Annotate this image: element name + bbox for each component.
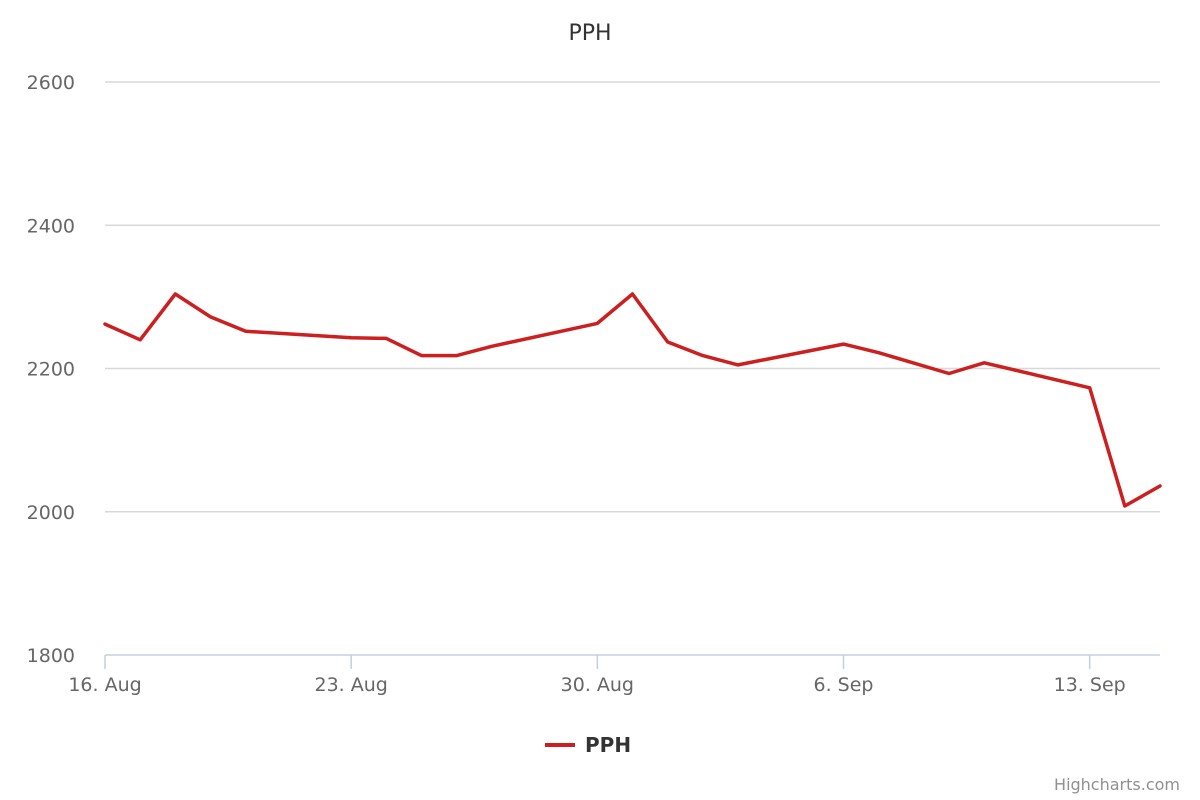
x-axis: 16. Aug 23. Aug 30. Aug 6. Sep 13. Sep bbox=[68, 654, 1160, 696]
data-point[interactable] bbox=[416, 350, 428, 362]
data-point[interactable] bbox=[451, 350, 463, 362]
x-tick-label: 6. Sep bbox=[814, 674, 874, 696]
y-tick-label: 2600 bbox=[27, 72, 75, 94]
data-point[interactable] bbox=[627, 288, 639, 300]
data-point[interactable] bbox=[697, 350, 709, 362]
data-point[interactable] bbox=[169, 288, 181, 300]
data-point[interactable] bbox=[99, 318, 111, 330]
y-tick-label: 2400 bbox=[27, 215, 75, 237]
data-point[interactable] bbox=[1119, 500, 1131, 512]
data-point[interactable] bbox=[838, 338, 850, 350]
data-point[interactable] bbox=[1084, 382, 1096, 394]
chart-title: PPH bbox=[568, 21, 611, 46]
series-line-pph[interactable] bbox=[103, 292, 1162, 508]
data-point[interactable] bbox=[240, 325, 252, 337]
data-point[interactable] bbox=[662, 336, 674, 348]
data-point[interactable] bbox=[1154, 480, 1166, 492]
x-tick-label: 23. Aug bbox=[314, 674, 387, 696]
data-point[interactable] bbox=[486, 340, 498, 352]
data-point[interactable] bbox=[134, 334, 146, 346]
x-tick-label: 30. Aug bbox=[561, 674, 634, 696]
x-tick-label: 16. Aug bbox=[68, 674, 141, 696]
legend[interactable]: PPH bbox=[545, 733, 631, 757]
y-tick-label: 1800 bbox=[27, 645, 75, 667]
data-point[interactable] bbox=[345, 332, 357, 344]
grid-lines bbox=[105, 81, 1160, 513]
data-point[interactable] bbox=[978, 357, 990, 369]
data-point[interactable] bbox=[380, 332, 392, 344]
data-point[interactable] bbox=[732, 359, 744, 371]
legend-label-pph[interactable]: PPH bbox=[585, 733, 631, 757]
data-point[interactable] bbox=[873, 347, 885, 359]
y-axis: 1800 2000 2200 2400 2600 bbox=[27, 72, 75, 667]
data-point[interactable] bbox=[591, 317, 603, 329]
data-point[interactable] bbox=[205, 311, 217, 323]
series-layer bbox=[99, 288, 1166, 512]
x-tick-label: 13. Sep bbox=[1054, 674, 1126, 696]
y-tick-label: 2200 bbox=[27, 359, 75, 381]
credits-link[interactable]: Highcharts.com bbox=[1054, 775, 1180, 794]
data-point[interactable] bbox=[943, 368, 955, 380]
y-tick-label: 2000 bbox=[27, 502, 75, 524]
